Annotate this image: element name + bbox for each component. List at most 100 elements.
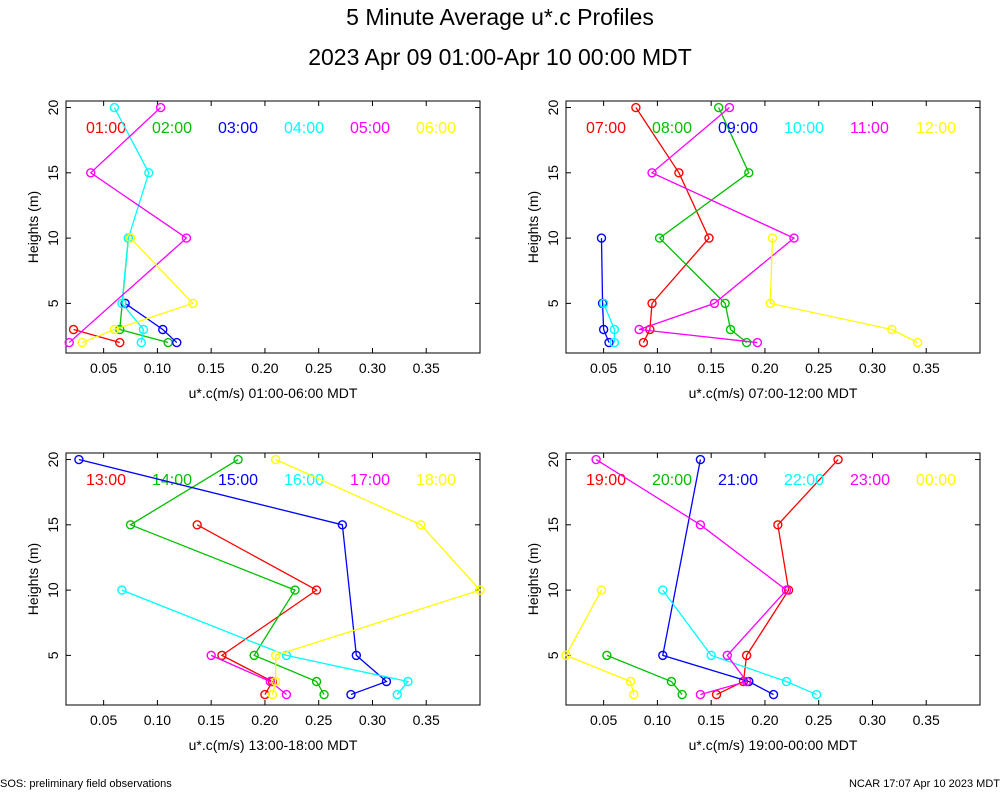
data-point	[741, 650, 752, 661]
y-tick-label: 10	[45, 582, 61, 598]
legend-entry: 01:00	[86, 120, 126, 137]
x-tick-label: 0.25	[305, 712, 332, 728]
x-tick-label: 0.20	[751, 360, 778, 376]
data-point	[109, 324, 120, 335]
legend-entry: 05:00	[350, 120, 390, 137]
data-point	[346, 689, 356, 700]
plot-frame	[565, 100, 981, 354]
y-axis-label: Heights (m)	[25, 543, 41, 615]
y-tick-label: 20	[45, 100, 61, 116]
legend-entry: 21:00	[718, 472, 758, 489]
y-tick-label: 10	[45, 230, 61, 246]
legend-entry: 12:00	[916, 120, 956, 137]
data-point	[117, 585, 127, 595]
y-tick-label: 5	[45, 651, 61, 659]
data-point	[233, 454, 243, 465]
series-line-0400	[113, 107, 150, 343]
chart-panel-1: 0.05 0.10 0.15 0.20 0.25 0.30 0.35 5 10 15 20 u*.c(…	[25, 100, 481, 401]
x-tick-label: 0.30	[859, 712, 886, 728]
legend-entry: 03:00	[218, 120, 258, 137]
data-point	[337, 520, 348, 530]
y-tick-label: 20	[545, 100, 561, 116]
y-tick-label: 20	[545, 452, 561, 468]
data-point	[125, 233, 136, 243]
data-point	[634, 324, 644, 335]
series-line-1600	[121, 589, 410, 695]
data-point	[609, 337, 620, 348]
x-tick-label: 0.35	[913, 712, 940, 728]
x-tick-label: 0.15	[198, 360, 225, 376]
data-point	[136, 337, 146, 348]
footer-note: SOS: preliminary field observations	[0, 778, 172, 790]
series-line-2200	[662, 589, 817, 696]
x-tick-label: 0.20	[251, 360, 278, 376]
y-axis-label: Heights (m)	[525, 543, 541, 615]
data-point	[192, 520, 202, 530]
x-axis-label: u*.c(m/s) 19:00-00:00 MDT	[689, 737, 858, 753]
data-point	[768, 689, 779, 700]
x-tick-label: 0.05	[90, 712, 117, 728]
legend-entry: 15:00	[218, 472, 258, 489]
data-point	[647, 168, 657, 178]
data-point	[638, 337, 649, 348]
data-point	[86, 168, 96, 178]
series-line-1300	[196, 524, 318, 695]
series-line-0600	[81, 237, 195, 344]
series-line-2000	[606, 654, 683, 695]
series-line-0000	[565, 589, 635, 695]
data-point	[706, 650, 716, 661]
series-line-1400	[129, 458, 325, 695]
data-point	[720, 298, 730, 309]
x-tick-label: 0.30	[859, 360, 886, 376]
data-point	[765, 298, 776, 309]
x-tick-label: 0.15	[198, 712, 225, 728]
legend-entry: 11:00	[850, 120, 889, 137]
y-tick-label: 15	[545, 165, 561, 181]
data-point	[704, 233, 714, 243]
chart-subtitle: 2023 Apr 09 01:00-Apr 10 00:00 MDT	[308, 44, 692, 70]
data-point	[155, 102, 166, 113]
x-tick-label: 0.05	[590, 712, 617, 728]
x-tick-label: 0.05	[90, 360, 117, 376]
data-point	[351, 650, 362, 661]
legend-entry: 10:00	[784, 120, 824, 137]
chart-panel-4: 0.05 0.10 0.15 0.20 0.25 0.30 0.35 5 10 15 20 u*.c(…	[525, 452, 981, 753]
data-point	[647, 298, 657, 309]
legend-entry: 00:00	[916, 472, 956, 489]
data-point	[695, 454, 706, 465]
data-point	[144, 168, 154, 178]
data-point	[267, 689, 278, 700]
data-point	[744, 168, 754, 178]
x-axis-label: u*.c(m/s) 01:00-06:00 MDT	[189, 385, 358, 401]
series-line-1700	[210, 654, 287, 696]
data-point	[713, 102, 724, 113]
data-point	[741, 337, 752, 348]
footer-timestamp: NCAR 17:07 Apr 10 2023 MDT	[848, 778, 1000, 790]
data-point	[392, 689, 402, 700]
data-point	[631, 102, 641, 113]
x-tick-label: 0.20	[251, 712, 278, 728]
data-point	[138, 324, 149, 335]
x-tick-label: 0.35	[413, 712, 440, 728]
data-point	[115, 337, 125, 348]
data-point	[887, 324, 897, 335]
data-point	[674, 168, 684, 178]
data-point	[604, 337, 614, 348]
series-line-0800	[658, 107, 750, 344]
data-point	[598, 298, 609, 309]
x-axis-label: u*.c(m/s) 07:00-12:00 MDT	[689, 385, 858, 401]
x-tick-label: 0.30	[359, 712, 386, 728]
data-point	[811, 689, 822, 700]
data-point	[188, 298, 198, 309]
data-point	[475, 585, 485, 595]
data-point	[249, 650, 259, 661]
data-point	[68, 324, 79, 335]
data-point	[109, 102, 120, 113]
data-point	[64, 337, 74, 348]
series-line-1200	[769, 238, 918, 344]
x-tick-label: 0.10	[644, 712, 671, 728]
x-tick-label: 0.25	[305, 360, 332, 376]
data-point	[666, 676, 677, 687]
y-tick-label: 15	[545, 517, 561, 533]
